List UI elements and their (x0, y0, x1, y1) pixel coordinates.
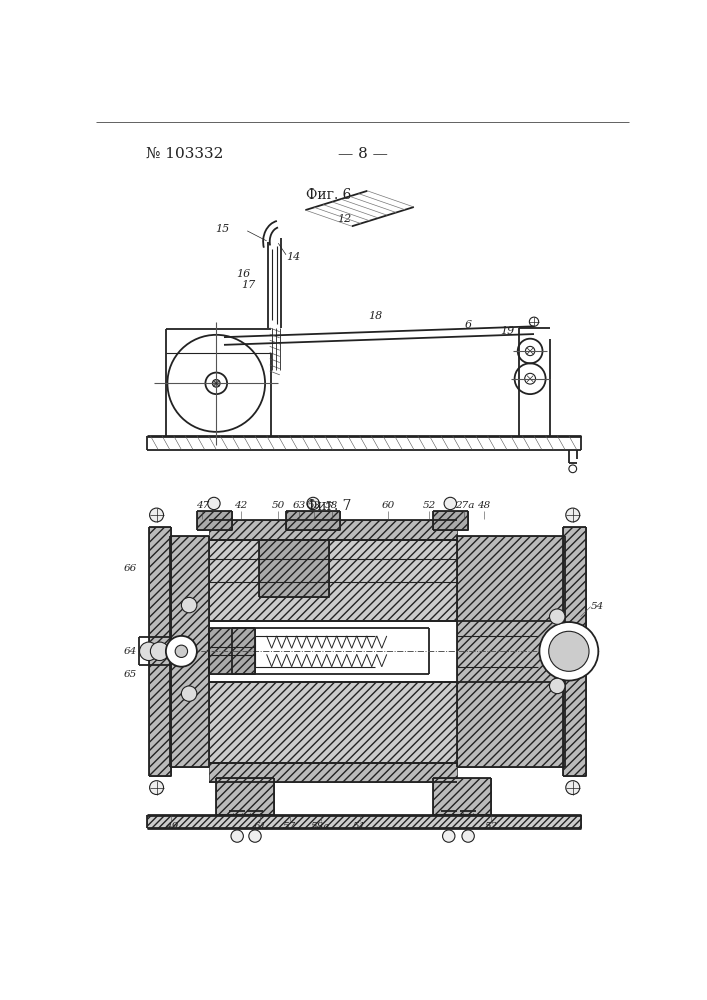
Text: 53: 53 (308, 501, 320, 510)
Circle shape (307, 497, 320, 510)
Polygon shape (209, 520, 457, 540)
Text: 50: 50 (271, 501, 285, 510)
Circle shape (462, 830, 474, 842)
Text: 42: 42 (235, 501, 247, 510)
Polygon shape (216, 778, 274, 815)
Text: 65: 65 (124, 670, 137, 679)
Polygon shape (563, 527, 586, 776)
Text: 52: 52 (423, 501, 436, 510)
Text: 12: 12 (337, 214, 351, 224)
Circle shape (549, 678, 565, 694)
Text: 54: 54 (590, 602, 604, 611)
Circle shape (566, 508, 580, 522)
Polygon shape (146, 815, 580, 828)
Text: 15: 15 (216, 224, 230, 234)
Polygon shape (149, 527, 171, 776)
Circle shape (231, 830, 243, 842)
Text: 48: 48 (477, 501, 490, 510)
Polygon shape (209, 628, 255, 674)
Text: 49: 49 (165, 822, 178, 831)
Text: 58a: 58a (311, 822, 331, 831)
Text: 19: 19 (500, 326, 514, 336)
Circle shape (182, 686, 197, 701)
Circle shape (166, 636, 197, 667)
Text: 27a: 27a (455, 501, 474, 510)
Circle shape (208, 497, 220, 510)
Polygon shape (209, 682, 457, 763)
Polygon shape (259, 540, 329, 597)
Text: Фиг. 6: Фиг. 6 (306, 188, 351, 202)
Circle shape (182, 597, 197, 613)
Text: — 8 —: — 8 — (338, 147, 387, 161)
Circle shape (566, 781, 580, 795)
Polygon shape (457, 536, 565, 767)
Polygon shape (433, 778, 491, 815)
Text: 57: 57 (284, 822, 296, 831)
Polygon shape (286, 511, 340, 530)
Text: 47: 47 (196, 501, 209, 510)
Circle shape (175, 645, 187, 657)
Circle shape (549, 631, 589, 671)
Text: 58: 58 (325, 501, 339, 510)
Circle shape (444, 497, 457, 510)
Polygon shape (209, 763, 457, 782)
Text: 60: 60 (382, 501, 395, 510)
Circle shape (443, 830, 455, 842)
Text: 52: 52 (485, 822, 498, 831)
Circle shape (151, 642, 169, 661)
Circle shape (150, 508, 163, 522)
Text: 61: 61 (254, 822, 267, 831)
Text: Фиг. 7: Фиг. 7 (306, 499, 351, 513)
Polygon shape (209, 540, 457, 620)
Polygon shape (197, 511, 232, 530)
Circle shape (249, 830, 261, 842)
Circle shape (212, 379, 220, 387)
Polygon shape (170, 536, 209, 767)
Text: 17: 17 (241, 280, 255, 290)
Text: 51: 51 (353, 822, 366, 831)
Text: 66: 66 (124, 564, 137, 573)
Text: 16: 16 (236, 269, 250, 279)
Circle shape (150, 781, 163, 795)
Polygon shape (433, 511, 468, 530)
Circle shape (139, 642, 158, 661)
Circle shape (549, 609, 565, 624)
Text: 63: 63 (293, 501, 306, 510)
Text: 64: 64 (124, 647, 137, 656)
Text: 6: 6 (464, 320, 472, 330)
Text: 18: 18 (368, 311, 382, 321)
Text: 14: 14 (286, 252, 300, 262)
Text: № 103332: № 103332 (146, 147, 224, 161)
Circle shape (539, 622, 598, 681)
